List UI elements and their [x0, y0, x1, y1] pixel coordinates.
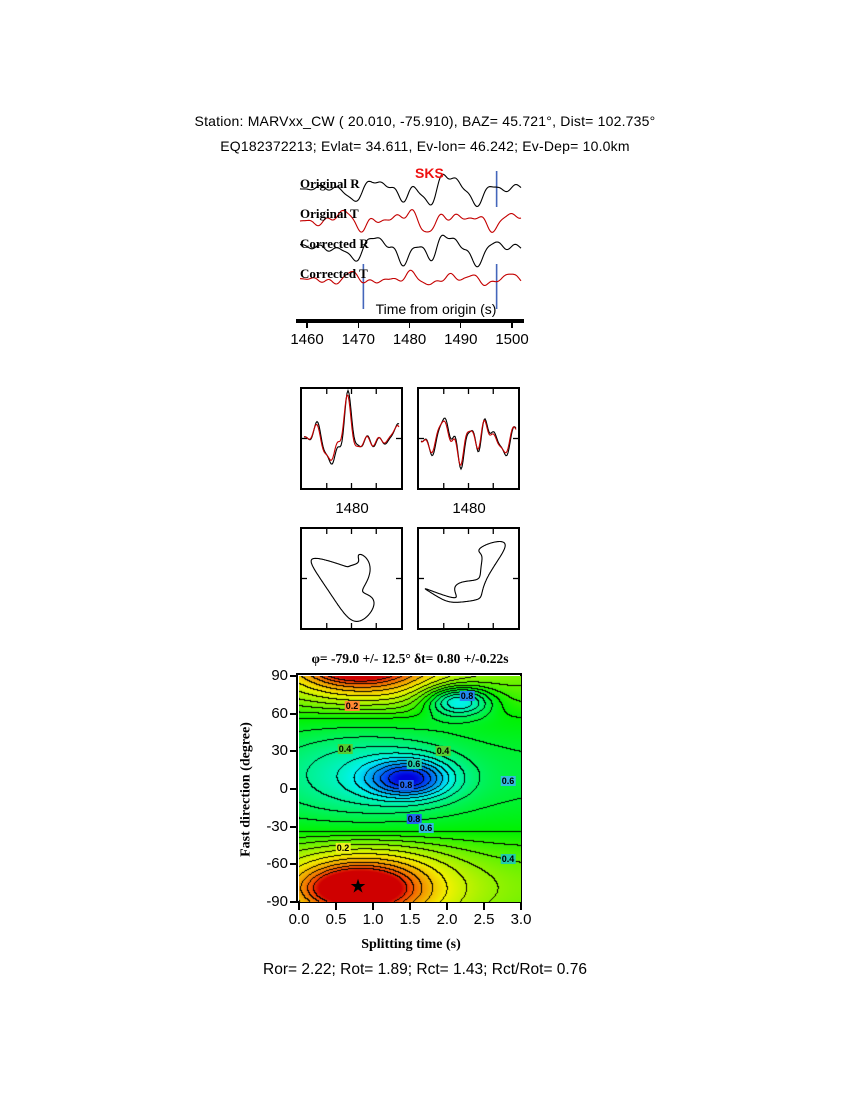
time-axis-title: Time from origin (s): [375, 301, 497, 317]
waveform-plot: [299, 171, 522, 309]
phi-tick: [290, 750, 298, 752]
comparison-2-x-label: 1480: [452, 500, 486, 517]
comparison-panel-1: [300, 387, 403, 490]
phi-tick: [290, 863, 298, 865]
phi-tick-label: 30: [271, 742, 288, 759]
particle-motion-panel-2: [417, 527, 520, 630]
dt-tick-label: 0.5: [325, 911, 347, 928]
dt-tick-label: 2.5: [473, 911, 495, 928]
dt-tick-label: 0.0: [288, 911, 310, 928]
dt-tick-label: 1.5: [399, 911, 421, 928]
dt-tick: [372, 903, 374, 910]
phi-tick-label: -30: [266, 818, 288, 835]
contour-annotation: 0.4: [435, 746, 451, 756]
best-fit-star-icon: ★: [349, 876, 367, 898]
time-axis-tick: [357, 322, 360, 328]
comparison-trace: [420, 419, 517, 466]
time-axis-tick-label: 1490: [444, 331, 478, 348]
time-axis-tick-label: 1470: [341, 331, 375, 348]
dt-tick-label: 2.0: [436, 911, 458, 928]
time-axis-tick: [511, 322, 513, 328]
dt-tick: [520, 903, 522, 910]
contour-annotation: 0.2: [335, 843, 351, 853]
phi-tick: [290, 826, 298, 828]
phi-tick-label: -90: [266, 893, 288, 910]
time-axis-tick: [306, 322, 308, 328]
time-axis-tick: [459, 322, 462, 328]
dt-tick-label: 1.0: [362, 911, 384, 928]
phi-tick: [290, 901, 298, 903]
trace-corrected-t: [300, 269, 522, 286]
time-axis-tick: [408, 322, 411, 328]
time-axis: 1460 1470 1480 1490 1500: [290, 319, 529, 361]
phi-tick: [290, 788, 298, 790]
time-axis-line: [296, 319, 524, 323]
contour-annotation: 0.2: [344, 701, 360, 711]
particle-motion-path: [424, 540, 506, 603]
time-axis-tick-label: 1500: [495, 331, 529, 348]
time-axis-tick-label: 1460: [290, 331, 324, 348]
trace-label-corrected-t: Corrected T: [300, 266, 368, 281]
comparison-1-x-label: 1480: [335, 500, 369, 517]
dt-tick: [446, 903, 448, 910]
phase-label-sks: SKS: [415, 165, 444, 181]
header-line-2: EQ182372213; Evlat= 34.611, Ev-lon= 46.2…: [220, 138, 630, 154]
contour-annotation: 0.6: [418, 823, 434, 833]
phi-tick-label: -60: [266, 855, 288, 872]
trace-label-original-r: Original R: [300, 176, 360, 191]
contour-annotation: 0.8: [398, 780, 414, 790]
dt-tick-label: 3.0: [510, 911, 532, 928]
phi-tick-label: 0: [279, 780, 288, 797]
particle-motion-panel-1: [300, 527, 403, 630]
comparison-trace: [420, 417, 517, 471]
dt-tick: [483, 903, 485, 910]
trace-label-original-t: Original T: [300, 206, 359, 221]
comparison-trace: [304, 394, 400, 462]
dt-tick: [298, 903, 300, 910]
phi-tick: [290, 713, 298, 715]
comparison-panel-2: [417, 387, 520, 490]
phi-tick-label: 90: [271, 667, 288, 684]
contour-annotation: 0.8: [459, 691, 475, 701]
trace-label-corrected-r: Corrected R: [300, 236, 369, 251]
contour-annotation: 0.6: [500, 776, 516, 786]
phi-tick-label: 60: [271, 705, 288, 722]
dt-tick: [335, 903, 337, 910]
trace-original-r: [299, 173, 522, 208]
result-summary: Ror= 2.22; Rot= 1.89; Rct= 1.43; Rct/Rot…: [263, 961, 587, 978]
trace-corrected-r: [300, 234, 522, 268]
trace-original-t: [299, 209, 522, 233]
particle-motion-path: [310, 553, 375, 622]
contour-annotation: 0.6: [406, 759, 422, 769]
time-axis-tick-label: 1480: [392, 331, 427, 348]
contour-annotation: 0.4: [337, 744, 353, 754]
contour-title: φ= -79.0 +/- 12.5° δt= 0.80 +/-0.22s: [311, 651, 509, 666]
phi-tick: [290, 675, 298, 677]
contour-annotation: 0.8: [406, 814, 422, 824]
dt-tick: [409, 903, 411, 910]
contour-annotation: 0.4: [500, 854, 516, 864]
contour-x-axis-label: Splitting time (s): [361, 937, 461, 952]
header-line-1: Station: MARVxx_CW ( 20.010, -75.910), B…: [194, 113, 656, 129]
